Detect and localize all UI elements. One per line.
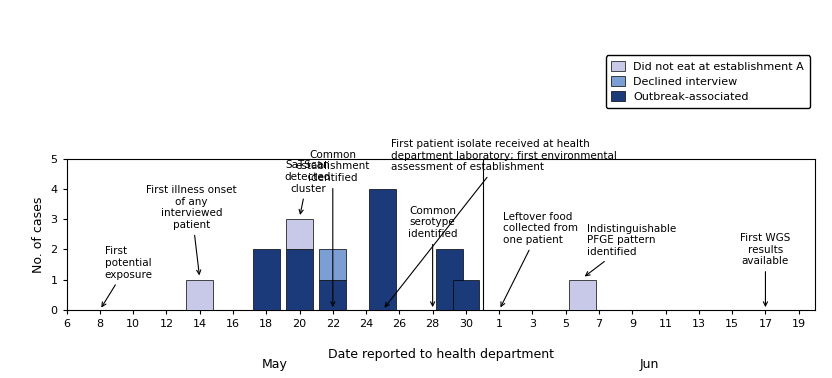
Bar — [569, 280, 596, 310]
Bar — [369, 189, 396, 310]
Bar — [319, 249, 346, 280]
Bar — [286, 219, 313, 249]
Text: SaTScan
detected
cluster: SaTScan detected cluster — [285, 160, 331, 214]
Text: First WGS
results
available: First WGS results available — [740, 233, 790, 306]
Bar — [453, 280, 479, 310]
Text: First
potential
exposure: First potential exposure — [102, 246, 153, 307]
Text: Leftover food
collected from
one patient: Leftover food collected from one patient — [501, 212, 577, 306]
Text: Common
serotype
identified: Common serotype identified — [408, 206, 458, 306]
Bar — [253, 249, 280, 310]
Text: Jun: Jun — [639, 358, 659, 371]
X-axis label: Date reported to health department: Date reported to health department — [328, 349, 554, 361]
Legend: Did not eat at establishment A, Declined interview, Outbreak-associated: Did not eat at establishment A, Declined… — [606, 56, 810, 108]
Text: May: May — [261, 358, 288, 371]
Text: First illness onset
of any
interviewed
patient: First illness onset of any interviewed p… — [146, 185, 236, 274]
Bar — [436, 249, 463, 310]
Bar — [319, 280, 346, 310]
Bar — [286, 249, 313, 310]
Text: Common
establishment
identified: Common establishment identified — [295, 150, 370, 306]
Text: Indistinguishable
PFGE pattern
identified: Indistinguishable PFGE pattern identifie… — [586, 224, 676, 276]
Y-axis label: No. of cases: No. of cases — [32, 196, 45, 273]
Text: First patient isolate received at health
department laboratory; first environmen: First patient isolate received at health… — [385, 139, 617, 307]
Bar — [186, 280, 213, 310]
